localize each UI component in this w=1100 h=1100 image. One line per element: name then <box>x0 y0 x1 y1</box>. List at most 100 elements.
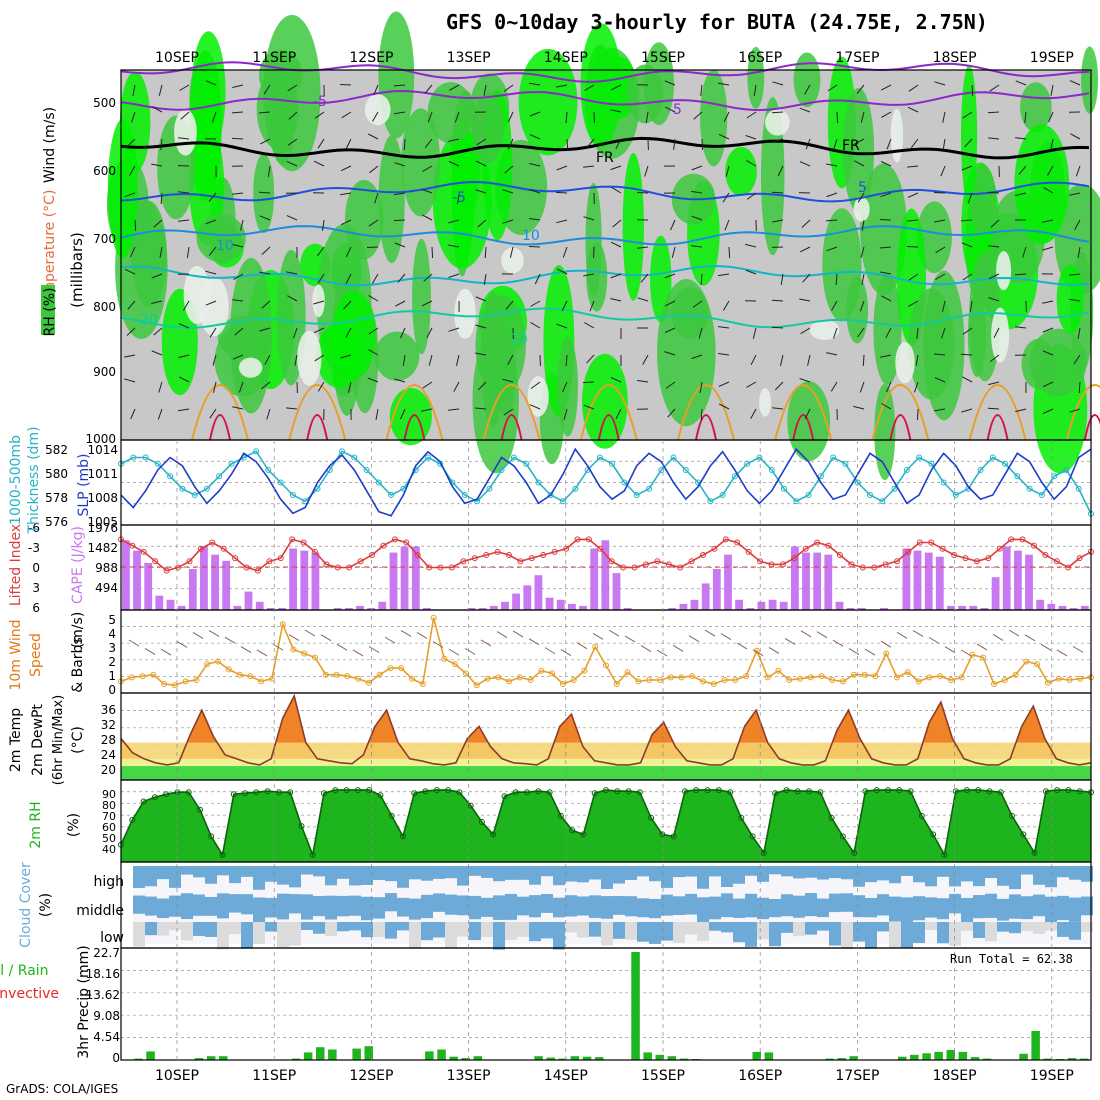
wind-barb <box>1050 84 1054 96</box>
cape-bar <box>690 599 699 610</box>
rh2m-point <box>614 788 621 795</box>
isotherm-30-bump <box>986 414 1009 441</box>
precip-tick: 22.7 <box>93 946 120 960</box>
cloud-low-cell <box>205 922 217 937</box>
cape-bar <box>166 599 175 610</box>
temp-tick: 20 <box>101 763 116 777</box>
isotherm-30-bump <box>209 414 231 441</box>
thickness-point <box>989 454 996 461</box>
wind-barb <box>369 165 379 174</box>
precip-bar <box>655 1054 664 1060</box>
cape-bar <box>880 608 888 610</box>
cloud-mid-cell <box>997 898 1009 921</box>
cloud-mid-cell <box>745 893 757 918</box>
rh-dry-shade <box>991 307 1010 363</box>
wind-barb <box>880 161 892 167</box>
cloud-low-cell <box>157 922 169 936</box>
wind10-barb <box>192 632 204 639</box>
wind-barb <box>286 407 298 410</box>
precip-bar <box>898 1056 907 1060</box>
cloud-level-label: middle <box>76 903 124 919</box>
rh-shade <box>131 200 167 307</box>
thickness-point <box>719 492 726 498</box>
date-label-top: 17SEP <box>835 50 879 66</box>
rh2m-point <box>817 789 824 796</box>
wind10-barb <box>912 630 924 637</box>
wind-barb <box>1015 80 1027 86</box>
upper-y-tick: 800 <box>93 300 116 314</box>
cloud-high-cell <box>925 866 937 887</box>
rh2m-point <box>208 833 215 840</box>
lifted-index-point <box>369 552 376 558</box>
precip-bar <box>582 1056 592 1060</box>
cloud-low-cell <box>253 922 265 944</box>
wind-speed-point <box>1055 675 1062 682</box>
wind-barb <box>394 242 406 248</box>
rh2m-point <box>569 827 576 834</box>
cloud-high-cell <box>361 866 373 885</box>
cape-bar <box>188 569 197 610</box>
cloud-high-cell <box>553 866 565 886</box>
cloud-low-cell <box>697 922 709 941</box>
cloud-high-cell <box>1057 866 1069 878</box>
rh-shade <box>874 383 896 481</box>
cape-bar <box>1047 603 1056 610</box>
cloud-level-label: low <box>100 930 124 946</box>
li-tick: -6 <box>28 521 40 535</box>
rh2m-point <box>219 851 226 858</box>
temperature-axis-label: Temperature (°C) <box>42 190 58 312</box>
precip-bar <box>134 1058 143 1060</box>
wind-barb <box>941 327 946 339</box>
wind-barb <box>907 165 919 168</box>
wind-barb <box>403 138 406 151</box>
wind-barb <box>987 407 1000 410</box>
wind-barb <box>987 111 1000 114</box>
wind-barb <box>158 84 163 96</box>
wind-barb <box>502 378 514 383</box>
cape-bar <box>200 546 208 610</box>
cloud-mid-cell <box>1081 896 1093 916</box>
wind-barb <box>665 381 676 389</box>
rh-shade <box>196 214 246 263</box>
precip-bar <box>946 1050 955 1060</box>
cape-bar <box>1080 605 1089 610</box>
wind-barb <box>448 161 460 167</box>
wind-barb <box>906 246 919 248</box>
rh2m-point <box>873 787 880 794</box>
wind10-barb <box>528 638 540 646</box>
thickness-point <box>609 460 616 467</box>
rh2m-point <box>839 833 846 840</box>
lifted-index-line <box>120 538 1092 572</box>
cloud-mid-cell <box>865 897 877 918</box>
thickness-point <box>461 492 468 498</box>
wind-barb <box>830 381 838 392</box>
cape-bar <box>568 603 576 610</box>
cloud-low-cell <box>193 922 205 936</box>
wind-barb <box>859 381 865 393</box>
cape-bar <box>1069 608 1078 610</box>
wind-barb <box>402 354 406 366</box>
isotherm-30-bump <box>597 414 620 441</box>
wind-barb <box>881 403 892 410</box>
thickness-point <box>731 473 738 480</box>
rh2m-point <box>997 789 1004 796</box>
rh2m-point <box>806 788 812 795</box>
date-label-top: 18SEP <box>933 50 977 66</box>
wind-barb <box>186 246 190 258</box>
wind-speed-point <box>592 643 599 650</box>
cape-bar <box>389 552 398 610</box>
cape-bar <box>233 605 242 610</box>
wind-barb <box>1014 273 1027 276</box>
wind-speed-point <box>268 675 275 682</box>
precip-bar <box>558 1058 567 1060</box>
wind-barb <box>879 219 892 221</box>
cape-bar <box>746 608 755 610</box>
date-label-bottom: 16SEP <box>738 1068 782 1084</box>
thickness-point <box>928 460 935 467</box>
wind-barb <box>967 192 973 204</box>
lifted-index-point <box>700 552 706 558</box>
wind-barb <box>1015 192 1027 197</box>
cape-bar <box>902 548 911 610</box>
thickness-point <box>879 498 886 505</box>
rh-shade <box>107 118 138 259</box>
